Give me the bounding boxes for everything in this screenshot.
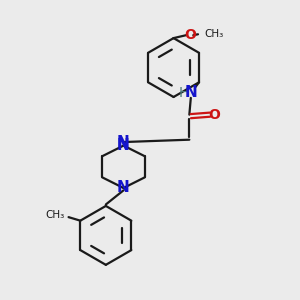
Text: CH₃: CH₃ <box>45 210 64 220</box>
Text: CH₃: CH₃ <box>205 29 224 39</box>
Text: N: N <box>117 138 130 153</box>
Text: H: H <box>178 85 189 100</box>
Text: N: N <box>184 85 197 100</box>
Text: O: O <box>208 108 220 122</box>
Text: N: N <box>117 181 130 196</box>
Text: N: N <box>117 134 130 149</box>
Text: O: O <box>184 28 196 42</box>
